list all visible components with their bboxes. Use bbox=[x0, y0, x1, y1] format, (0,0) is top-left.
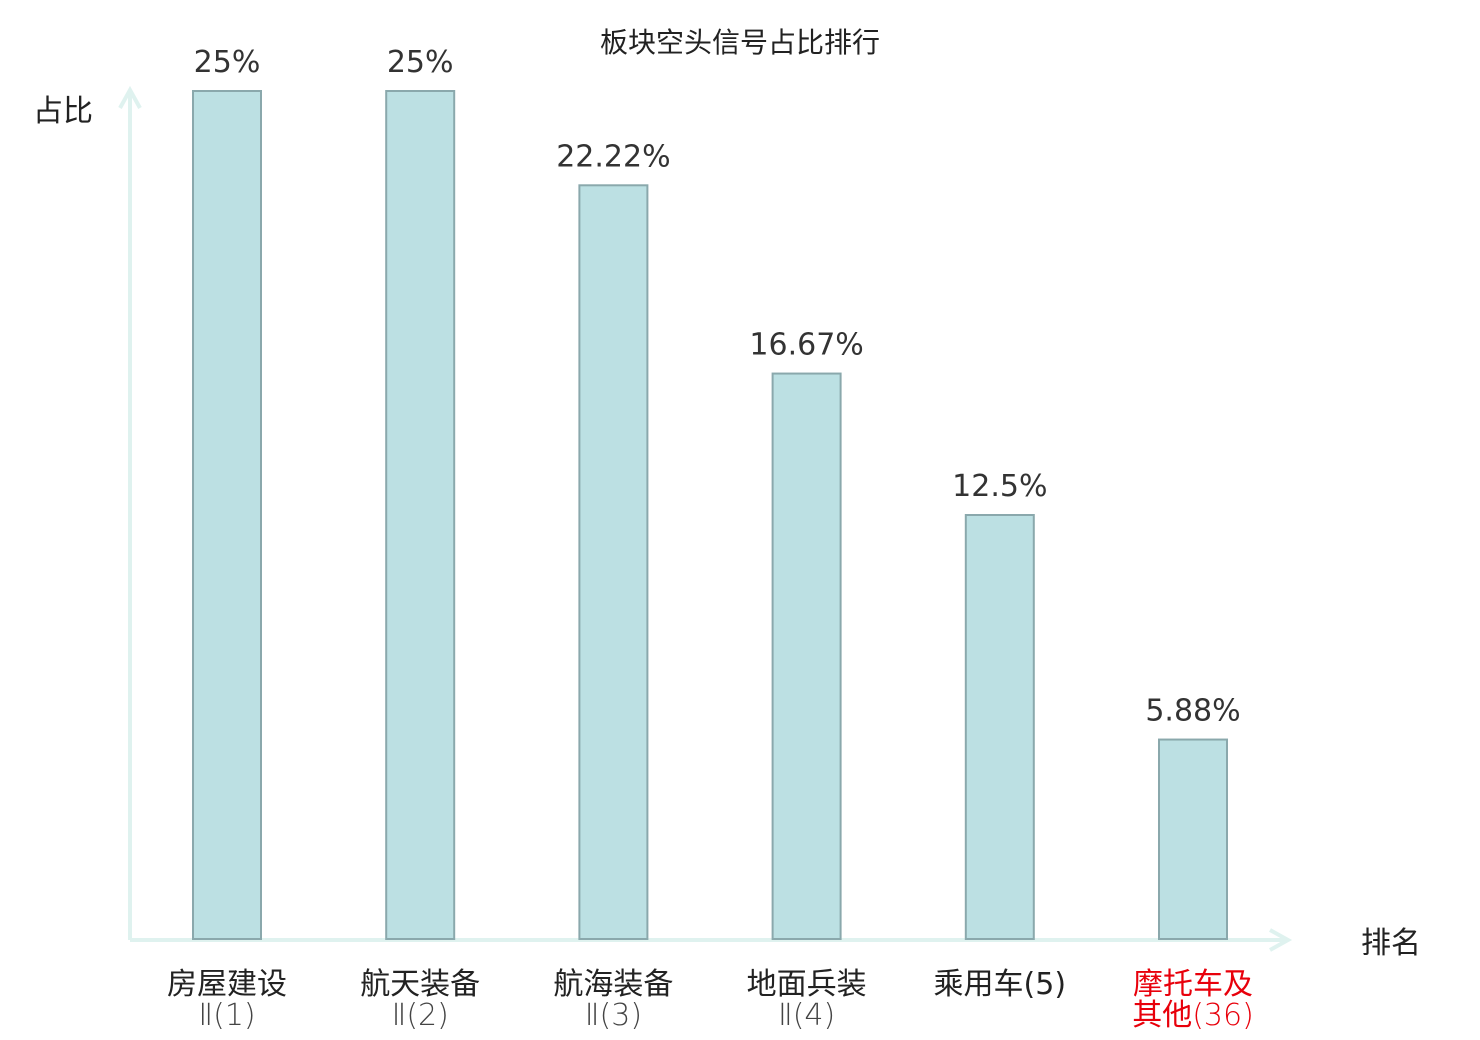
value-label-5: 12.5% bbox=[952, 469, 1047, 504]
category-label-4-line-2: Ⅱ(4) bbox=[778, 998, 835, 1033]
x-axis bbox=[130, 928, 1293, 952]
category-label-4-line-1: 地面兵装 bbox=[747, 967, 867, 1002]
category-label-6-line-2: 其他(36) bbox=[1132, 998, 1254, 1033]
bars-group bbox=[192, 90, 1228, 941]
category-label-5-line-1: 乘用车(5) bbox=[934, 967, 1067, 1002]
category-label-3-line-1: 航海装备 bbox=[553, 967, 673, 1002]
bar-5 bbox=[964, 514, 1035, 940]
value-labels-group: 25% 25% 22.22% 16.67% 12.5% 5.88% bbox=[194, 45, 1241, 729]
bar-2 bbox=[385, 90, 456, 940]
bar-6 bbox=[1158, 738, 1228, 941]
bar-4 bbox=[771, 372, 842, 940]
value-label-3: 22.22% bbox=[556, 139, 670, 174]
x-axis-label: 排名 bbox=[1361, 926, 1421, 961]
bar-3 bbox=[578, 184, 649, 940]
value-label-6: 5.88% bbox=[1145, 694, 1240, 729]
y-axis-arrow bbox=[118, 85, 142, 109]
category-label-2-line-2: Ⅱ(2) bbox=[392, 998, 449, 1033]
category-label-1-line-2: Ⅱ(1) bbox=[198, 998, 255, 1033]
bar-1 bbox=[192, 90, 262, 940]
value-label-2: 25% bbox=[387, 45, 454, 80]
chart-title: 板块空头信号占比排行 bbox=[600, 26, 880, 59]
y-axis-label: 占比 bbox=[33, 94, 93, 129]
y-axis bbox=[118, 85, 142, 940]
category-label-6-line-1: 摩托车及 bbox=[1133, 967, 1253, 1002]
category-label-3-line-2: Ⅱ(3) bbox=[585, 998, 642, 1033]
category-label-2-line-1: 航天装备 bbox=[360, 967, 480, 1002]
x-axis-arrow bbox=[1269, 928, 1293, 952]
category-label-1-line-1: 房屋建设 bbox=[167, 967, 287, 1002]
value-label-1: 25% bbox=[194, 45, 261, 80]
value-label-4: 16.67% bbox=[749, 328, 863, 363]
